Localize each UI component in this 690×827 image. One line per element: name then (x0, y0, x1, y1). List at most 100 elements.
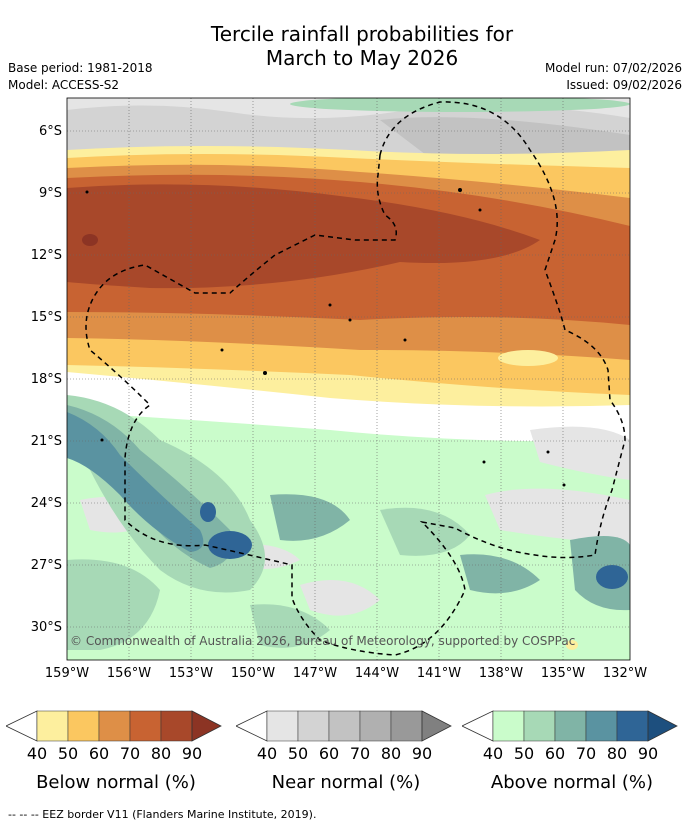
lon-label: 150°W (230, 666, 276, 681)
lat-label: 15°S (30, 310, 62, 325)
island (403, 338, 407, 342)
island (458, 188, 462, 192)
lat-label: 21°S (30, 434, 62, 449)
lon-label: 132°W (602, 666, 648, 681)
legend-below-normal: 40 50 60 70 80 90 Below normal (%) (6, 710, 222, 793)
island (100, 438, 104, 442)
island (348, 318, 352, 322)
island (328, 303, 332, 307)
lat-label: 18°S (30, 372, 62, 387)
field-above-60-east (460, 554, 540, 594)
lon-label: 144°W (354, 666, 400, 681)
model-name: Model: ACCESS-S2 (8, 78, 120, 92)
legend-tick: 90 (411, 744, 433, 763)
legend-tick: 90 (181, 744, 203, 763)
legend-swatch (266, 710, 299, 742)
legend-tick: 60 (318, 744, 340, 763)
legend-swatch (297, 710, 330, 742)
island (546, 450, 550, 454)
legend-colorbar-below (6, 710, 222, 742)
legend-tick: 90 (637, 744, 659, 763)
lat-label: 12°S (30, 248, 62, 263)
island (85, 190, 89, 194)
legend-tick: 80 (380, 744, 402, 763)
meta-left: Base period: 1981-2018 Model: ACCESS-S2 (8, 60, 153, 94)
legend-ticks: 40 50 60 70 80 90 (6, 742, 222, 763)
lon-label: 153°W (168, 666, 214, 681)
legend-tick: 70 (575, 744, 597, 763)
legend-colorbar-above (462, 710, 678, 742)
legend-title: Below normal (%) (36, 772, 196, 793)
issued-date: Issued: 09/02/2026 (566, 78, 682, 92)
field-near-south-2 (530, 426, 630, 480)
legend-arrow-high (421, 710, 452, 742)
field-above-50-southwest (67, 559, 160, 650)
field-above-50-south (250, 604, 330, 648)
field-below-40-patch (498, 350, 558, 366)
field-neutral (67, 372, 630, 442)
lat-label: 27°S (30, 558, 62, 573)
lon-label: 135°W (540, 666, 586, 681)
map-frame (66, 97, 631, 661)
legend-arrow-low (6, 710, 38, 742)
island (263, 371, 267, 375)
legend-tick: 50 (287, 744, 309, 763)
eez-border-note: -- -- -- EEZ border V11 (Flanders Marine… (8, 808, 317, 821)
field-near-north-dark (380, 117, 630, 160)
legend-arrow-high (191, 710, 222, 742)
island (478, 208, 482, 212)
lon-label: 159°W (44, 666, 90, 681)
legend-tick: 70 (349, 744, 371, 763)
field-above-70-west (67, 412, 204, 552)
probability-map (66, 97, 631, 661)
field-below-40-south (566, 640, 578, 650)
legend-swatch (585, 710, 618, 742)
island (562, 483, 566, 487)
islands (85, 188, 566, 487)
legend-above-normal: 40 50 60 70 80 90 Above normal (%) (462, 710, 678, 793)
copyright-notice: © Commonwealth of Australia 2026, Bureau… (70, 634, 576, 648)
field-below-80 (67, 184, 540, 289)
legend-swatch (492, 710, 525, 742)
field-above-north (290, 98, 630, 112)
lat-label: 6°S (38, 124, 62, 139)
legend-swatch (160, 710, 193, 742)
model-run: Model run: 07/02/2026 (544, 61, 682, 75)
legend-swatch (328, 710, 361, 742)
field-above-80-west-2 (200, 502, 216, 522)
legend-tick: 50 (57, 744, 79, 763)
base-period: Base period: 1981-2018 (8, 61, 153, 75)
legend-swatch (67, 710, 100, 742)
legend-tick: 80 (150, 744, 172, 763)
island (220, 348, 224, 352)
legend-tick: 40 (256, 744, 278, 763)
legend-swatch (98, 710, 131, 742)
legend-title: Near normal (%) (271, 772, 421, 793)
legend-arrow-high (647, 710, 678, 742)
legend-title: Above normal (%) (490, 772, 654, 793)
lon-label: 147°W (292, 666, 338, 681)
legend-tick: 60 (88, 744, 110, 763)
field-above-80-east (596, 565, 628, 589)
legend-ticks: 40 50 60 70 80 90 (236, 742, 452, 763)
legend-tick: 60 (544, 744, 566, 763)
map-fields (67, 98, 630, 660)
lon-label: 141°W (416, 666, 462, 681)
legend-arrow-low (462, 710, 494, 742)
legend-tick: 70 (119, 744, 141, 763)
legend-swatch (554, 710, 587, 742)
legend-swatch (616, 710, 649, 742)
legend-tick: 40 (482, 744, 504, 763)
legend-swatch (523, 710, 556, 742)
legend-swatch (359, 710, 392, 742)
field-below-90 (82, 234, 98, 246)
lat-label: 9°S (38, 186, 62, 201)
lon-label: 138°W (478, 666, 524, 681)
legend-swatch (129, 710, 162, 742)
meta-right: Model run: 07/02/2026 Issued: 09/02/2026 (545, 60, 682, 94)
field-above-60-mid (270, 494, 350, 541)
field-above-50-mid (380, 507, 470, 556)
legend-colorbar-near (236, 710, 452, 742)
legend-ticks: 40 50 60 70 80 90 (462, 742, 678, 763)
island (482, 460, 486, 464)
